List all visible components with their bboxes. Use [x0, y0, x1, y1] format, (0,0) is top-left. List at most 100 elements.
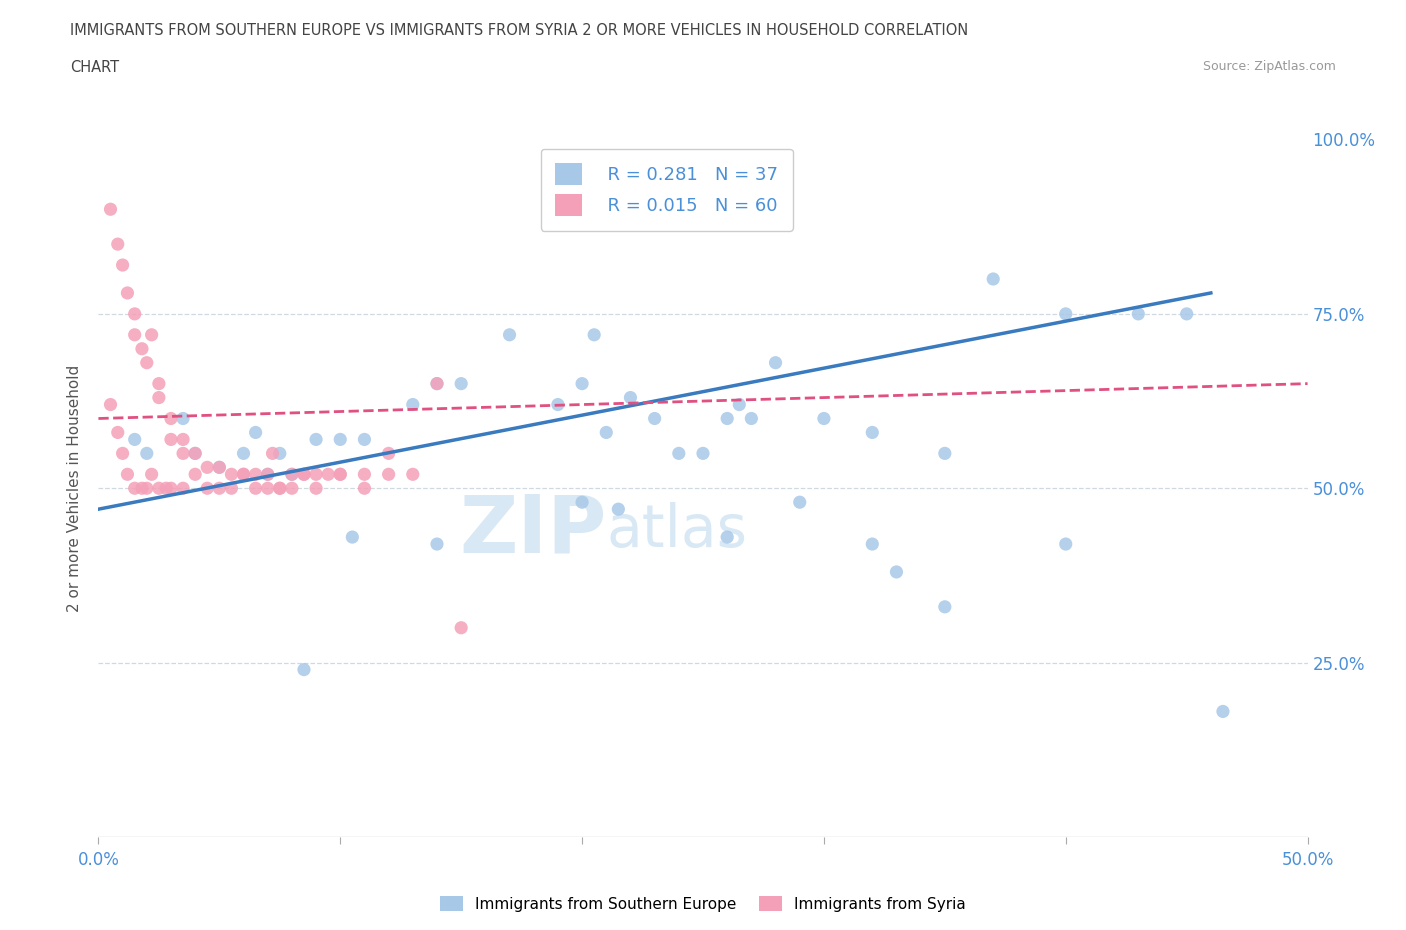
Point: [353, 432, 375, 447]
Point: [571, 495, 593, 510]
Point: [245, 481, 267, 496]
Point: [155, 481, 177, 496]
Point: [141, 467, 163, 482]
Point: [232, 446, 254, 461]
Text: atlas: atlas: [606, 501, 747, 559]
Point: [353, 481, 375, 496]
Legend:   R = 0.281   N = 37,   R = 0.015   N = 60: R = 0.281 N = 37, R = 0.015 N = 60: [540, 149, 793, 231]
Point: [111, 446, 134, 461]
Point: [172, 446, 194, 461]
Point: [426, 376, 449, 391]
Text: ZIP: ZIP: [458, 491, 606, 569]
Point: [716, 530, 738, 545]
Point: [583, 327, 606, 342]
Point: [141, 327, 163, 342]
Point: [342, 530, 364, 545]
Point: [281, 467, 304, 482]
Point: [813, 411, 835, 426]
Point: [160, 432, 183, 447]
Point: [305, 481, 328, 496]
Point: [269, 481, 291, 496]
Point: [450, 620, 472, 635]
Point: [498, 327, 520, 342]
Point: [256, 467, 278, 482]
Point: [595, 425, 617, 440]
Point: [1128, 307, 1150, 322]
Point: [232, 467, 254, 482]
Point: [245, 467, 267, 482]
Point: [668, 446, 690, 461]
Point: [716, 411, 738, 426]
Point: [245, 425, 267, 440]
Point: [148, 481, 170, 496]
Point: [292, 467, 315, 482]
Point: [221, 481, 243, 496]
Point: [100, 202, 122, 217]
Point: [1054, 307, 1077, 322]
Point: [135, 481, 157, 496]
Point: [281, 467, 304, 482]
Point: [1054, 537, 1077, 551]
Point: [232, 467, 254, 482]
Point: [547, 397, 569, 412]
Text: Source: ZipAtlas.com: Source: ZipAtlas.com: [1202, 60, 1336, 73]
Point: [195, 481, 218, 496]
Point: [172, 411, 194, 426]
Point: [184, 467, 207, 482]
Point: [256, 481, 278, 496]
Point: [402, 397, 425, 412]
Point: [131, 341, 153, 356]
Point: [148, 391, 170, 405]
Point: [765, 355, 787, 370]
Point: [329, 467, 352, 482]
Point: [860, 537, 883, 551]
Point: [377, 446, 399, 461]
Point: [450, 376, 472, 391]
Point: [208, 460, 231, 474]
Point: [607, 502, 630, 517]
Point: [184, 446, 207, 461]
Point: [353, 467, 375, 482]
Point: [789, 495, 811, 510]
Point: [292, 662, 315, 677]
Point: [619, 391, 641, 405]
Point: [1212, 704, 1234, 719]
Point: [269, 481, 291, 496]
Point: [728, 397, 751, 412]
Point: [117, 467, 139, 482]
Y-axis label: 2 or more Vehicles in Household: 2 or more Vehicles in Household: [67, 365, 83, 612]
Point: [316, 467, 339, 482]
Point: [329, 432, 352, 447]
Point: [1175, 307, 1198, 322]
Point: [208, 481, 231, 496]
Point: [172, 481, 194, 496]
Point: [172, 432, 194, 447]
Point: [740, 411, 762, 426]
Point: [100, 397, 122, 412]
Point: [135, 355, 157, 370]
Text: CHART: CHART: [70, 60, 120, 75]
Point: [860, 425, 883, 440]
Point: [256, 467, 278, 482]
Point: [124, 481, 146, 496]
Point: [886, 565, 908, 579]
Point: [107, 237, 129, 252]
Point: [184, 446, 207, 461]
Point: [148, 376, 170, 391]
Point: [124, 307, 146, 322]
Point: [160, 411, 183, 426]
Point: [329, 467, 352, 482]
Point: [117, 286, 139, 300]
Point: [107, 425, 129, 440]
Point: [426, 376, 449, 391]
Point: [934, 446, 956, 461]
Point: [305, 432, 328, 447]
Point: [292, 467, 315, 482]
Point: [934, 600, 956, 615]
Point: [208, 460, 231, 474]
Point: [571, 376, 593, 391]
Point: [124, 327, 146, 342]
Point: [981, 272, 1004, 286]
Point: [644, 411, 666, 426]
Legend: Immigrants from Southern Europe, Immigrants from Syria: Immigrants from Southern Europe, Immigra…: [433, 889, 973, 918]
